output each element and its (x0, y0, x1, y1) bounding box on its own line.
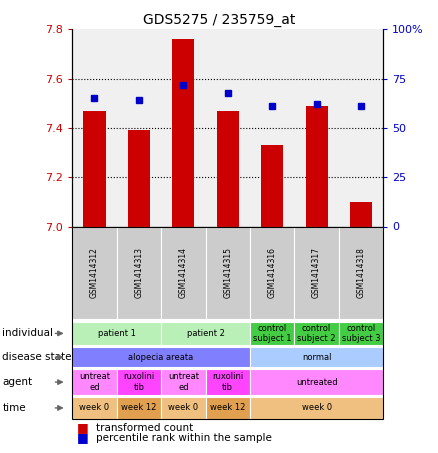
Text: alopecia areata: alopecia areata (128, 353, 194, 361)
Bar (350, 202, 372, 226)
Text: week 0: week 0 (301, 404, 332, 412)
Text: disease state: disease state (2, 352, 72, 362)
Text: time: time (2, 403, 26, 413)
Text: individual: individual (2, 328, 53, 338)
Text: week 12: week 12 (121, 404, 157, 412)
Text: patient 1: patient 1 (98, 329, 136, 338)
Text: week 12: week 12 (210, 404, 245, 412)
Text: GSM1414318: GSM1414318 (357, 247, 366, 299)
Bar (83, 111, 106, 226)
Text: normal: normal (302, 353, 332, 361)
Text: percentile rank within the sample: percentile rank within the sample (96, 433, 272, 443)
Text: GSM1414313: GSM1414313 (134, 247, 143, 299)
Bar (217, 111, 239, 226)
Text: agent: agent (2, 377, 32, 387)
Bar (305, 106, 328, 226)
Text: GSM1414315: GSM1414315 (223, 247, 232, 299)
Text: control
subject 1: control subject 1 (253, 324, 291, 343)
Text: week 0: week 0 (79, 404, 110, 412)
Text: control
subject 3: control subject 3 (342, 324, 380, 343)
Bar (172, 39, 194, 227)
Text: transformed count: transformed count (96, 423, 194, 433)
Text: patient 2: patient 2 (187, 329, 225, 338)
Bar (261, 145, 283, 226)
Text: ruxolini
tib: ruxolini tib (212, 372, 244, 392)
Text: ■: ■ (77, 421, 88, 434)
Text: GSM1414317: GSM1414317 (312, 247, 321, 299)
Text: ruxolini
tib: ruxolini tib (123, 372, 155, 392)
Text: control
subject 2: control subject 2 (297, 324, 336, 343)
Text: week 0: week 0 (168, 404, 198, 412)
Text: GSM1414316: GSM1414316 (268, 247, 277, 299)
Text: GSM1414312: GSM1414312 (90, 247, 99, 299)
Text: GSM1414314: GSM1414314 (179, 247, 188, 299)
Bar (128, 130, 150, 226)
Text: ■: ■ (77, 431, 88, 444)
Text: untreat
ed: untreat ed (79, 372, 110, 392)
Text: untreat
ed: untreat ed (168, 372, 199, 392)
Text: untreated: untreated (296, 378, 337, 386)
Text: GDS5275 / 235759_at: GDS5275 / 235759_at (143, 13, 295, 27)
